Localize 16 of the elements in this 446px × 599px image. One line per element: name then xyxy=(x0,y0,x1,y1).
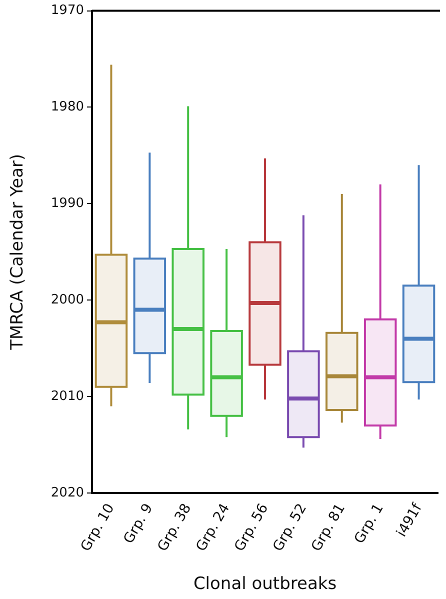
y-tick-label: 1990 xyxy=(50,196,84,212)
x-tick-label: Grp. 38 xyxy=(154,501,195,554)
x-axis-title: Clonal outbreaks xyxy=(193,574,337,594)
y-tick-label: 2000 xyxy=(50,292,84,308)
x-tick-label: Grp. 9 xyxy=(120,501,156,547)
y-tick-label: 1980 xyxy=(50,100,84,115)
y-tick-label: 2020 xyxy=(50,485,84,500)
y-axis-title: TMRCA (Calendar Year) xyxy=(8,154,28,351)
x-tick-label: Grp. 56 xyxy=(232,500,272,554)
x-tick-label: Grp. 10 xyxy=(78,501,118,554)
x-tick-label: Grp. 52 xyxy=(270,501,310,554)
x-tick-label: Grp. 1 xyxy=(351,501,387,547)
y-tick-label: 1970 xyxy=(50,3,84,18)
x-tick-label: Grp. 81 xyxy=(308,501,349,554)
x-tick-label: Grp. 24 xyxy=(193,500,234,554)
y-tick-label: 2010 xyxy=(50,388,84,404)
